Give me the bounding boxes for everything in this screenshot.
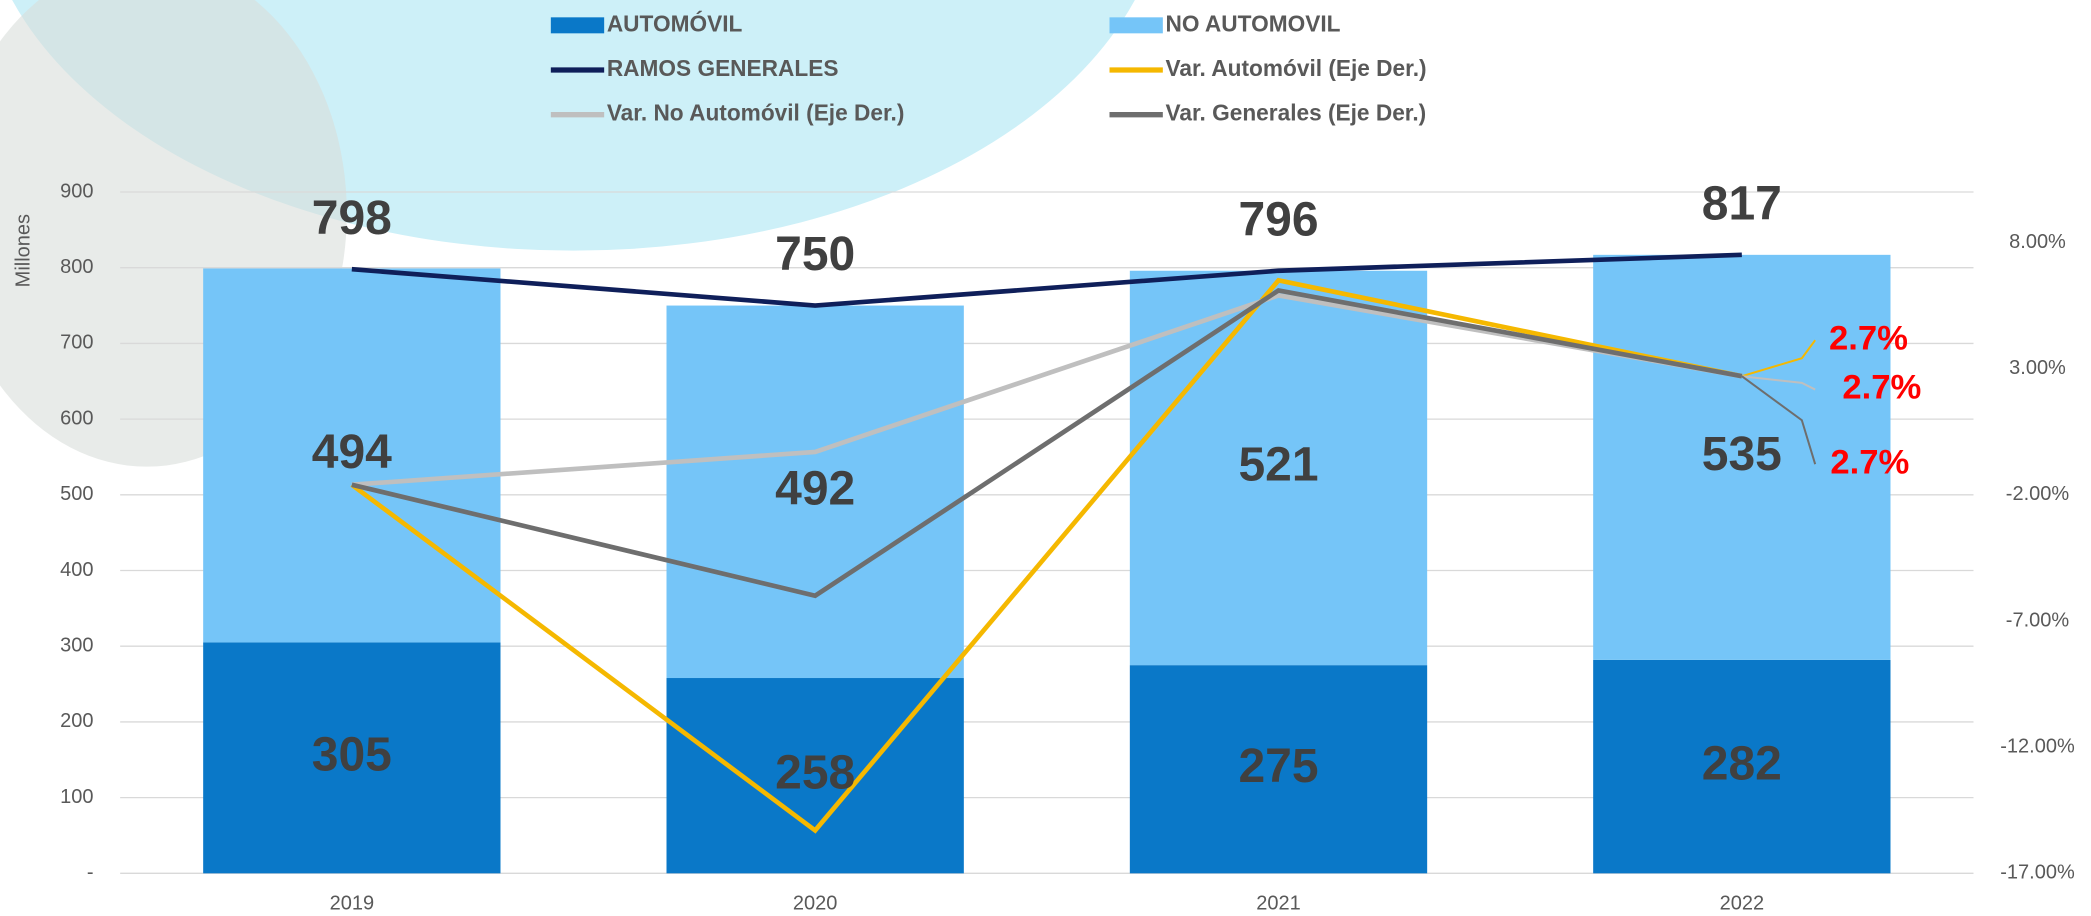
y-axis-label: Millones (12, 214, 34, 287)
y-tick-label: 400 (60, 559, 93, 581)
bar-value-label: 492 (775, 462, 855, 515)
legend-label: Var. Automóvil (Eje Der.) (1166, 55, 1427, 81)
y-tick-label: 200 (60, 710, 93, 732)
bar-value-label: 521 (1238, 439, 1318, 492)
y2-tick-label: 3.00% (2009, 357, 2066, 379)
y2-tick-label: -17.00% (2000, 862, 2075, 884)
y-tick-label: 700 (60, 332, 93, 354)
legend-label: AUTOMÓVIL (607, 10, 743, 36)
y-tick-label: 300 (60, 635, 93, 657)
y-tick-label: 900 (60, 180, 93, 202)
legend-marker (551, 17, 604, 33)
x-tick-label: 2021 (1256, 892, 1301, 914)
legend-label: Var. No Automóvil (Eje Der.) (607, 100, 905, 126)
y2-tick-label: -12.00% (2000, 735, 2075, 757)
line-series (352, 290, 1742, 595)
y2-tick-label: 8.00% (2009, 231, 2066, 253)
y2-tick-label: -2.00% (2006, 483, 2070, 505)
bar-value-label: 535 (1702, 428, 1782, 481)
line-series (352, 280, 1742, 830)
legend-label: Var. Generales (Eje Der.) (1166, 100, 1427, 126)
line-value-label: 796 (1238, 193, 1318, 246)
x-tick-label: 2019 (330, 892, 375, 914)
bar-value-label: 305 (312, 729, 392, 782)
chart: Millones - 100 200 300 400 500 600 700 800 900 -17… (0, 0, 2091, 916)
line-value-label: 2.7% (1829, 319, 1908, 357)
x-tick-label: 2020 (793, 892, 838, 914)
y-tick-label: 600 (60, 407, 93, 429)
line-value-label: 2.7% (1830, 443, 1909, 481)
line-value-label: 750 (775, 228, 855, 281)
bar-value-label: 282 (1702, 737, 1782, 790)
line-value-label: 798 (312, 192, 392, 245)
legend-label: NO AUTOMOVIL (1166, 10, 1341, 36)
x-tick-label: 2022 (1720, 892, 1765, 914)
y-tick-label: 100 (60, 786, 93, 808)
y-tick-label: 800 (60, 256, 93, 278)
line-series (352, 295, 1742, 484)
line-value-label: 817 (1702, 178, 1782, 231)
legend-label: RAMOS GENERALES (607, 55, 839, 81)
y2-tick-label: -7.00% (2006, 609, 2070, 631)
line-value-label: 2.7% (1842, 369, 1921, 407)
bar-value-label: 275 (1238, 740, 1318, 793)
y-tick-label: - (87, 862, 94, 884)
bar-value-label: 494 (312, 426, 392, 479)
y-tick-label: 500 (60, 483, 93, 505)
bar-value-label: 258 (775, 746, 855, 799)
legend-marker (1110, 17, 1163, 33)
line-series (352, 255, 1742, 306)
